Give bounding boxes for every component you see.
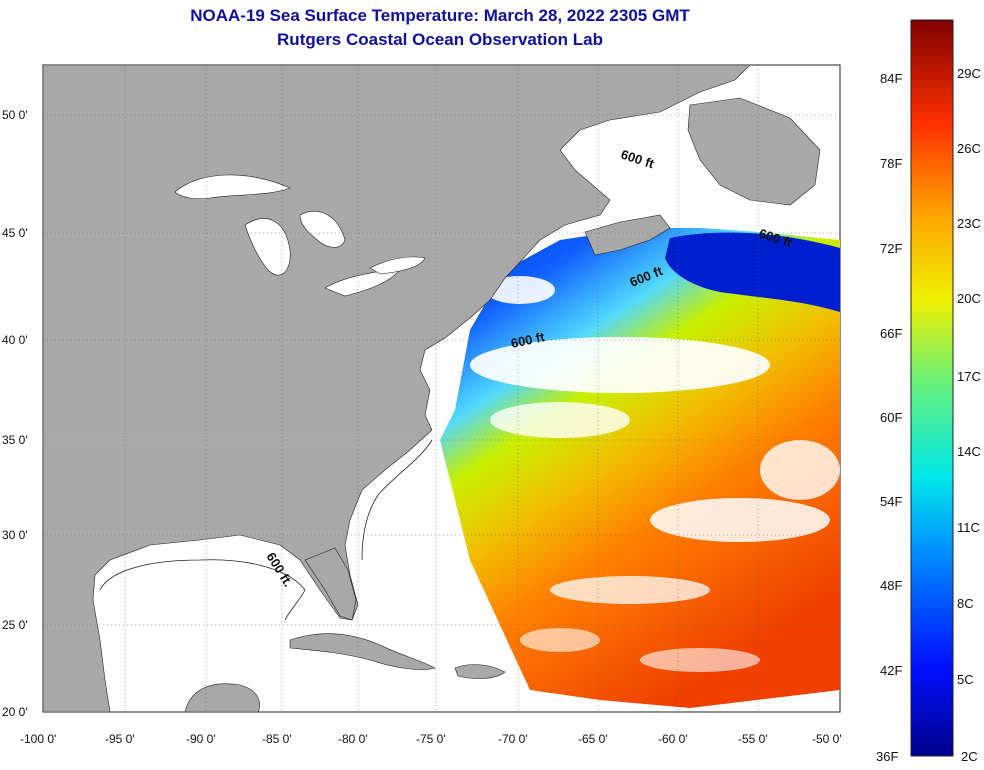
lat-tick: 50 0' [2, 108, 28, 122]
great-lakes [174, 174, 426, 297]
lat-tick: 45 0' [2, 226, 28, 240]
colorbar [910, 19, 954, 757]
colorbar-c-label: 26C [957, 141, 981, 156]
colorbar-c-label: 20C [957, 291, 981, 306]
land-yucatan [184, 683, 260, 712]
land-nova-scotia [584, 214, 671, 256]
lon-tick: -60 0' [658, 732, 688, 746]
land-hispaniola [454, 664, 506, 679]
lon-axis: -100 0' -95 0' -90 0' -85 0' -80 0' -75 … [20, 732, 842, 746]
colorbar-c-labels: 29C 26C 23C 20C 17C 14C 11C 8C 5C 2C [957, 66, 981, 764]
colorbar-f-label: 78F [880, 156, 902, 171]
contour-gulf [99, 559, 306, 621]
land-cuba [289, 633, 436, 670]
map-title: NOAA-19 Sea Surface Temperature: March 2… [190, 6, 690, 25]
lon-tick: -95 0' [105, 732, 135, 746]
colorbar-f-label: 48F [880, 578, 902, 593]
land-newfoundland [687, 97, 821, 206]
map-subtitle: Rutgers Coastal Ocean Observation Lab [277, 30, 603, 49]
lon-tick: -100 0' [20, 732, 56, 746]
land-north-america [43, 65, 751, 712]
colorbar-c-label: 11C [957, 520, 980, 535]
lon-tick: -85 0' [262, 732, 292, 746]
graticule [43, 65, 840, 712]
colorbar-f-label: 42F [880, 663, 902, 678]
colorbar-c-label: 8C [957, 596, 974, 611]
colorbar-c-label: 17C [957, 369, 981, 384]
lon-tick: -75 0' [416, 732, 446, 746]
colorbar-c-label: 23C [957, 216, 981, 231]
lon-tick: -80 0' [338, 732, 368, 746]
colorbar-c-label: 29C [957, 66, 981, 81]
lon-tick: -70 0' [498, 732, 528, 746]
colorbar-c-label: 2C [961, 749, 978, 764]
lat-axis: 50 0' 45 0' 40 0' 35 0' 30 0' 25 0' 20 0… [2, 108, 28, 719]
colorbar-c-label: 14C [957, 444, 981, 459]
lon-tick: -90 0' [186, 732, 216, 746]
contour-label: 600 ft [510, 329, 547, 351]
cloud-cover [470, 276, 840, 672]
colorbar-f-label: 54F [880, 494, 902, 509]
contour-atlantic [361, 439, 433, 561]
colorbar-c-label: 5C [957, 672, 974, 687]
colorbar-f-label: 66F [880, 326, 902, 341]
lat-tick: 30 0' [2, 528, 28, 542]
colorbar-f-label: 36F [876, 749, 898, 764]
lon-tick: -65 0' [578, 732, 608, 746]
lat-tick: 25 0' [2, 618, 28, 632]
lon-tick: -50 0' [812, 732, 842, 746]
cold-water [665, 232, 840, 312]
land-florida [304, 547, 357, 621]
lat-tick: 40 0' [2, 333, 28, 347]
colorbar-f-label: 60F [880, 410, 902, 425]
colorbar-f-label: 84F [880, 71, 902, 86]
colorbar-f-label: 72F [880, 241, 902, 256]
lat-tick: 20 0' [2, 705, 28, 719]
lon-tick: -55 0' [738, 732, 768, 746]
colorbar-f-labels: 84F 78F 72F 66F 60F 54F 48F 42F 36F [876, 71, 902, 764]
lat-tick: 35 0' [2, 433, 28, 447]
